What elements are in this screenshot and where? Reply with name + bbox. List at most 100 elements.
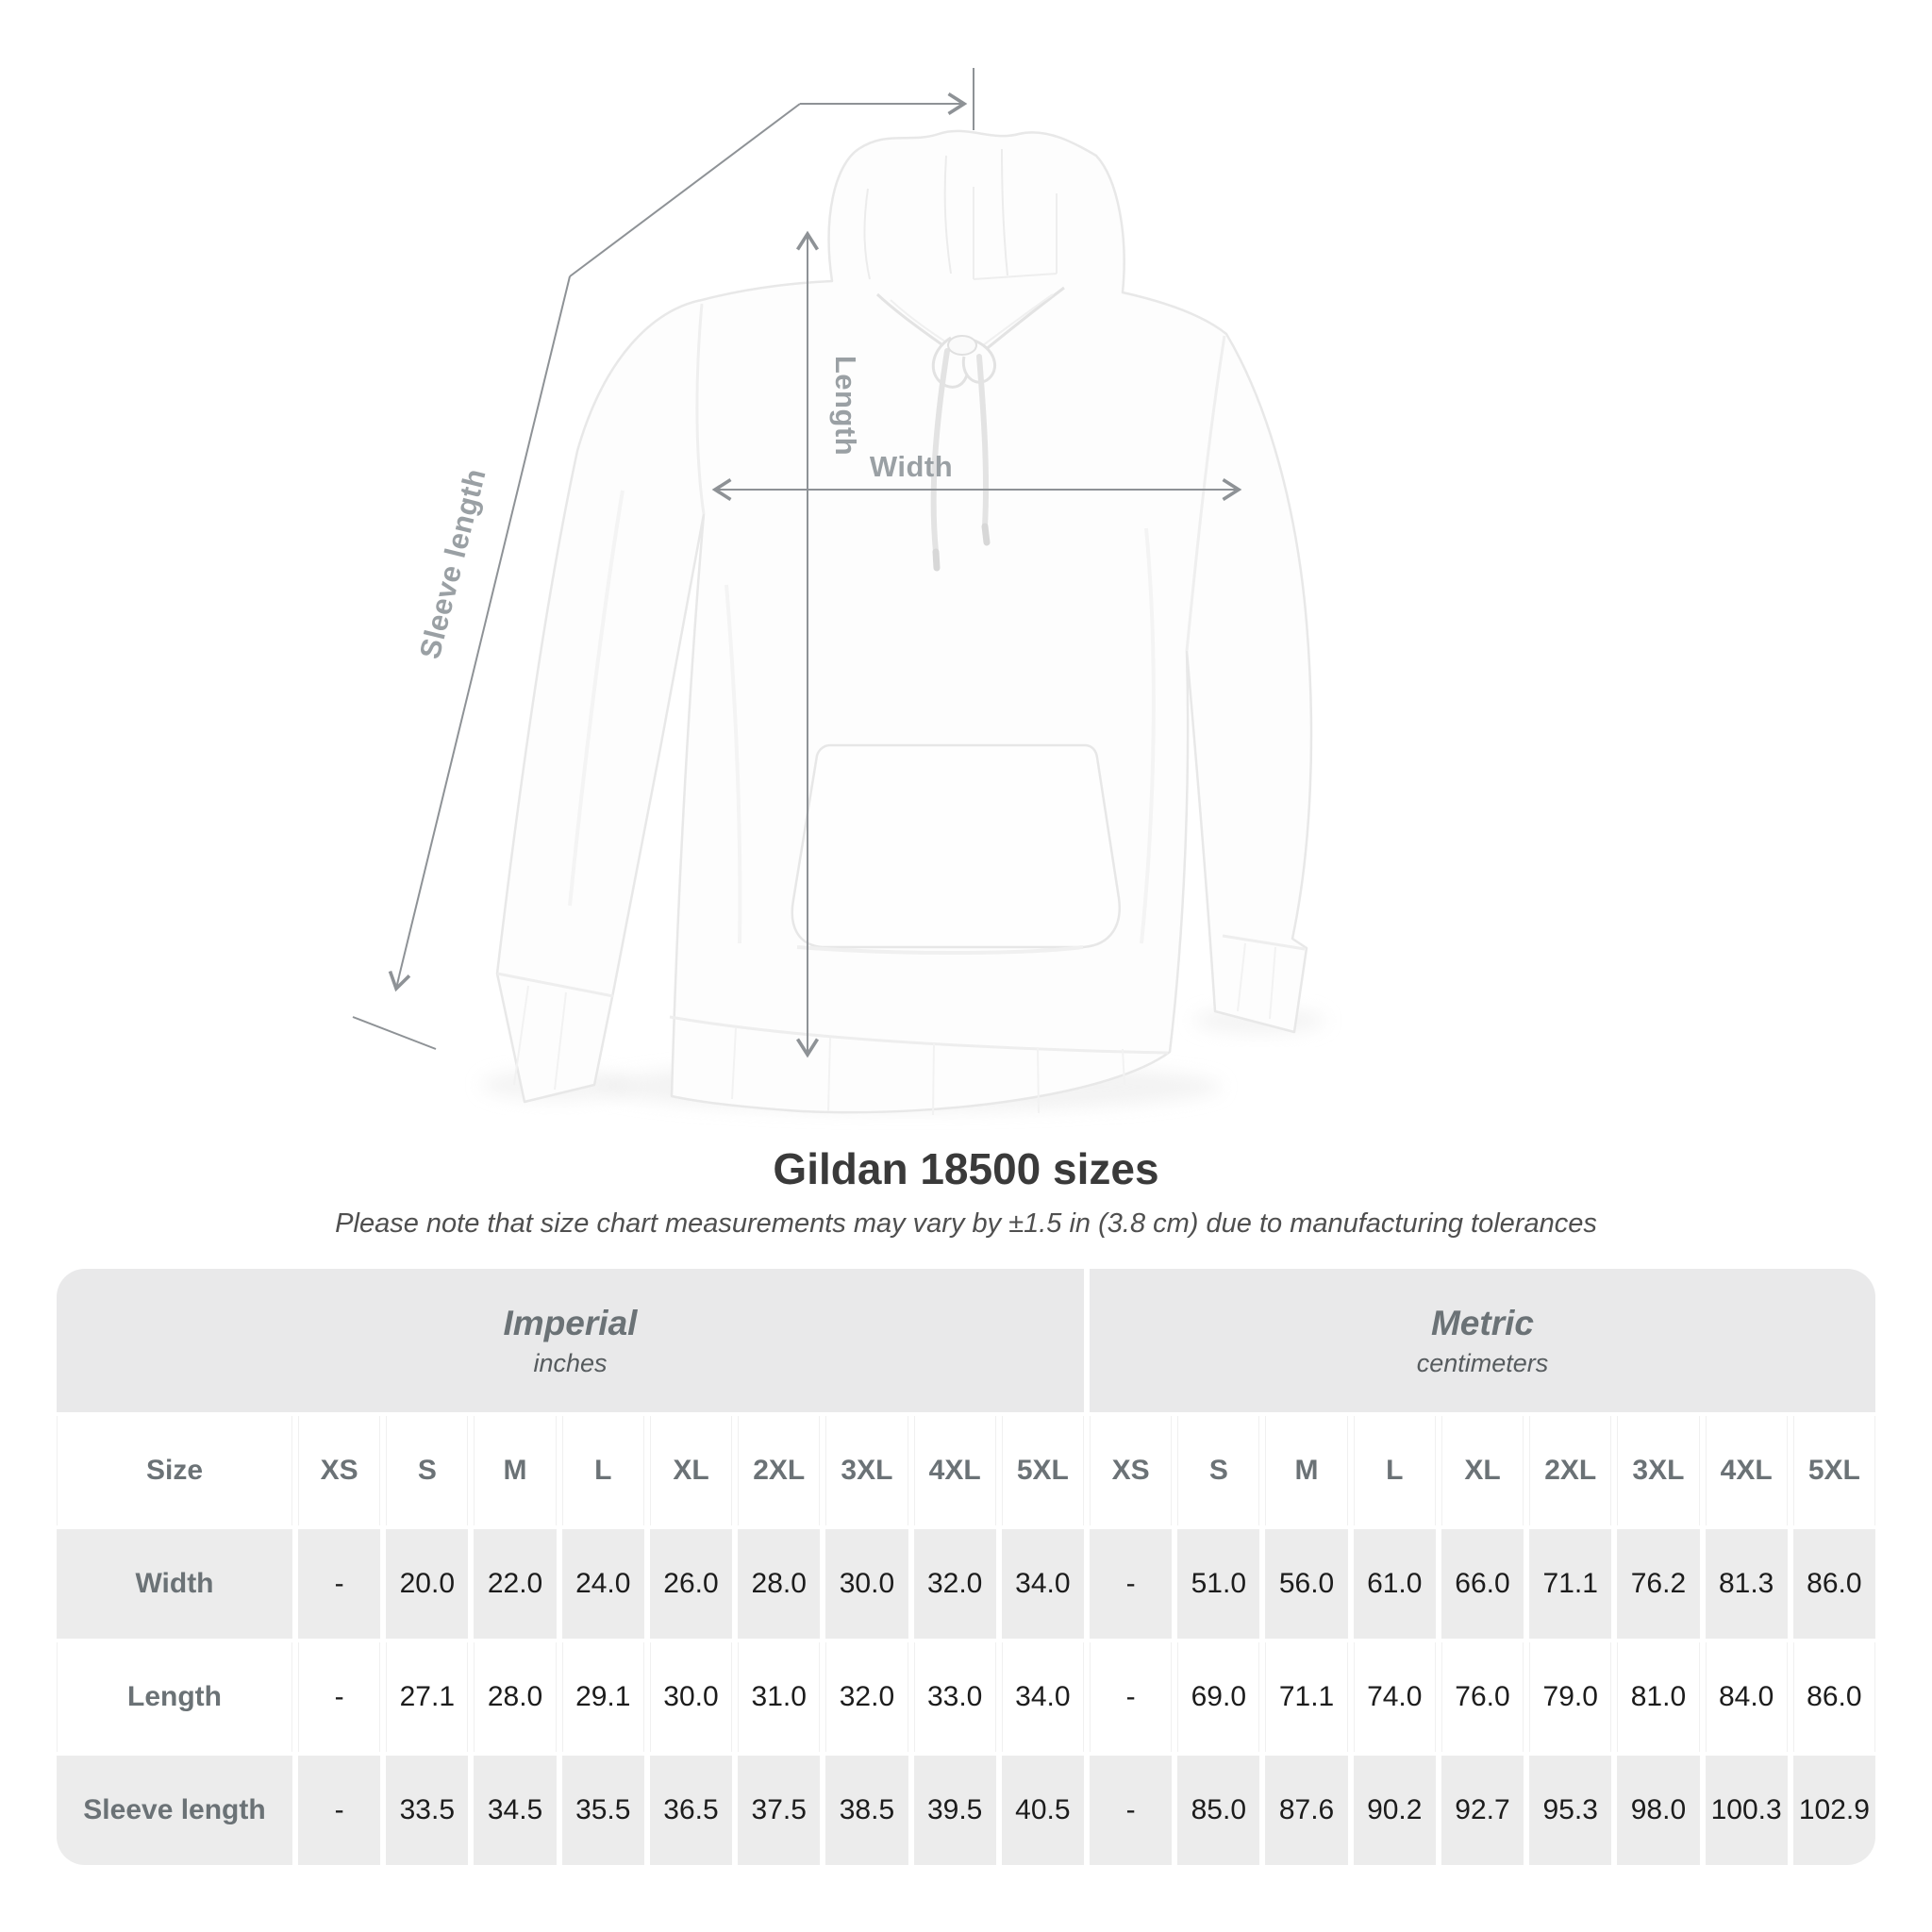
- value-cell: 32.0: [825, 1642, 908, 1752]
- value-cell: 51.0: [1177, 1529, 1260, 1639]
- value-cell: 86.0: [1792, 1529, 1875, 1639]
- sleeve-length-label: Sleeve length: [413, 465, 492, 662]
- value-cell: 81.3: [1705, 1529, 1788, 1639]
- value-cell: 85.0: [1177, 1756, 1260, 1865]
- value-cell: 40.5: [1001, 1756, 1084, 1865]
- value-cell: 33.5: [386, 1756, 469, 1865]
- value-cell: 22.0: [474, 1529, 557, 1639]
- size-header-metric-2xl: 2XL: [1529, 1416, 1612, 1525]
- width-label: Width: [870, 450, 953, 483]
- sleeve-end-tick: [352, 1016, 437, 1050]
- measurement-annotations: [352, 68, 1242, 1058]
- value-cell: 37.5: [738, 1756, 821, 1865]
- value-cell: 98.0: [1617, 1756, 1700, 1865]
- value-cell: 33.0: [913, 1642, 996, 1752]
- size-header-metric-xs: XS: [1089, 1416, 1173, 1525]
- unit-band-title: Imperial: [503, 1303, 638, 1342]
- value-cell: -: [1089, 1529, 1173, 1639]
- size-header-imperial-2xl: 2XL: [738, 1416, 821, 1525]
- value-cell: 27.1: [386, 1642, 469, 1752]
- value-cell: 61.0: [1353, 1529, 1436, 1639]
- hoodie-illustration: [495, 129, 1313, 1116]
- row-label-sleeve-length: Sleeve length: [57, 1756, 292, 1865]
- size-header-imperial-xl: XL: [649, 1416, 733, 1525]
- value-cell: 71.1: [1265, 1642, 1348, 1752]
- value-cell: 76.0: [1441, 1642, 1524, 1752]
- value-cell: 102.9: [1792, 1756, 1875, 1865]
- value-cell: -: [298, 1756, 381, 1865]
- hem-rib-ticks: [731, 1027, 1125, 1116]
- value-cell: 26.0: [649, 1529, 733, 1639]
- hood-drawstrings: [930, 335, 997, 572]
- unit-band-title: Metric: [1430, 1303, 1534, 1342]
- size-header-metric-s: S: [1177, 1416, 1260, 1525]
- hoodie-measurement-figure: Width Length Sleeve length: [352, 68, 1325, 1116]
- value-cell: 38.5: [825, 1756, 908, 1865]
- size-column-header: Size: [57, 1416, 292, 1525]
- unit-band-imperial: Imperial inches: [57, 1269, 1084, 1412]
- value-cell: -: [298, 1642, 381, 1752]
- hood-crumple-lines: [863, 148, 1008, 280]
- sizes-table: Imperial inches Metric centimeters Size XS S M L…: [57, 1269, 1875, 1865]
- value-cell: 31.0: [738, 1642, 821, 1752]
- value-cell: 20.0: [386, 1529, 469, 1639]
- right-cuff-seam: [1222, 934, 1306, 951]
- size-header-metric-5xl: 5XL: [1792, 1416, 1875, 1525]
- pocket-shadow: [796, 945, 1084, 955]
- size-header-metric-m: M: [1265, 1416, 1348, 1525]
- size-header-metric-4xl: 4XL: [1705, 1416, 1788, 1525]
- unit-band-metric: Metric centimeters: [1089, 1269, 1875, 1412]
- size-header-metric-3xl: 3XL: [1617, 1416, 1700, 1525]
- size-header-metric-xl: XL: [1441, 1416, 1524, 1525]
- value-cell: 74.0: [1353, 1642, 1436, 1752]
- sleeve-diagonal-lower: [398, 275, 571, 977]
- size-header-imperial-xs: XS: [298, 1416, 381, 1525]
- value-cell: 28.0: [738, 1529, 821, 1639]
- sleeve-diagonal-upper: [569, 103, 801, 277]
- value-cell: 56.0: [1265, 1529, 1348, 1639]
- kangaroo-pocket: [791, 743, 1121, 949]
- value-cell: 76.2: [1617, 1529, 1700, 1639]
- value-cell: 100.3: [1705, 1756, 1788, 1865]
- hood-facing-seam: [973, 187, 1058, 280]
- value-cell: 30.0: [649, 1642, 733, 1752]
- value-cell: 29.1: [561, 1642, 644, 1752]
- value-cell: 86.0: [1792, 1642, 1875, 1752]
- value-cell: -: [298, 1529, 381, 1639]
- value-cell: 35.5: [561, 1756, 644, 1865]
- unit-band-subtitle: inches: [533, 1348, 608, 1377]
- chart-title-block: Gildan 18500 sizes Please note that size…: [0, 1143, 1932, 1240]
- size-header-imperial-3xl: 3XL: [825, 1416, 908, 1525]
- sleeve-diagonal-arrow: [388, 970, 411, 992]
- fold-lines: [568, 490, 1156, 944]
- value-cell: 36.5: [649, 1756, 733, 1865]
- row-label-width: Width: [57, 1529, 292, 1639]
- left-cuff-seam: [496, 972, 614, 998]
- value-cell: 39.5: [913, 1756, 996, 1865]
- row-label-length: Length: [57, 1642, 292, 1752]
- value-cell: 34.5: [474, 1756, 557, 1865]
- size-header-imperial-l: L: [561, 1416, 644, 1525]
- value-cell: 28.0: [474, 1642, 557, 1752]
- value-cell: 81.0: [1617, 1642, 1700, 1752]
- value-cell: 32.0: [913, 1529, 996, 1639]
- length-label: Length: [829, 356, 862, 456]
- value-cell: 24.0: [561, 1529, 644, 1639]
- left-armhole-seam: [695, 303, 706, 515]
- size-header-imperial-m: M: [474, 1416, 557, 1525]
- value-cell: 30.0: [825, 1529, 908, 1639]
- value-cell: 71.1: [1529, 1529, 1612, 1639]
- page-title: Gildan 18500 sizes: [773, 1144, 1159, 1193]
- size-header-imperial-4xl: 4XL: [913, 1416, 996, 1525]
- value-cell: 87.6: [1265, 1756, 1348, 1865]
- value-cell: 90.2: [1353, 1756, 1436, 1865]
- unit-band-subtitle: centimeters: [1416, 1348, 1549, 1377]
- value-cell: 69.0: [1177, 1642, 1260, 1752]
- right-armhole-seam: [1185, 335, 1226, 652]
- value-cell: -: [1089, 1642, 1173, 1752]
- hem-ribbing-seam: [669, 1015, 1169, 1055]
- value-cell: 84.0: [1705, 1642, 1788, 1752]
- size-header-imperial-5xl: 5XL: [1001, 1416, 1084, 1525]
- cuff-rib-ticks: [513, 942, 1276, 1091]
- value-cell: -: [1089, 1756, 1173, 1865]
